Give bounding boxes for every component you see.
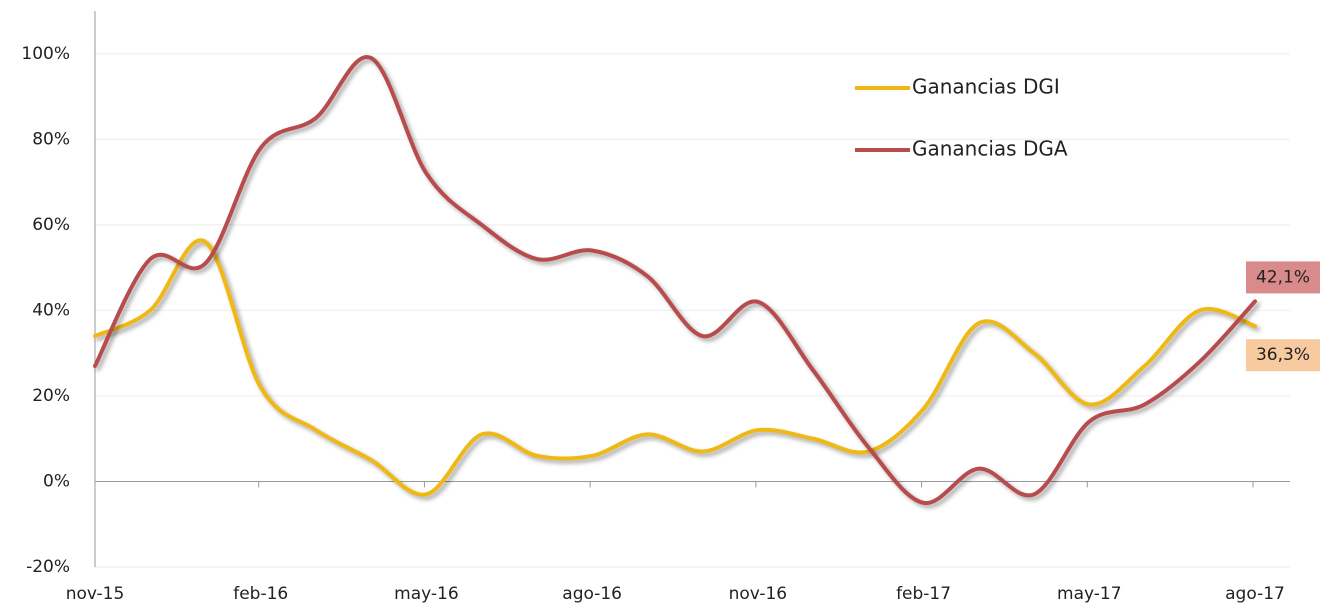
value-label: 36,3% [1256,345,1310,365]
value-label-box [1246,261,1320,294]
x-tick-label: ago-16 [562,584,622,604]
x-tick-label: may-17 [1057,584,1122,604]
y-tick-label: 80% [32,129,70,149]
y-tick-label: 0% [43,471,70,491]
value-label-box [1246,339,1320,372]
y-tick-label: 20% [32,386,70,406]
legend-label: Ganancias DGA [912,137,1068,161]
x-tick-label: may-16 [394,584,459,604]
x-tick-label: ago-17 [1225,584,1285,604]
y-tick-label: 100% [21,44,70,64]
x-tick-label: nov-15 [66,584,125,604]
y-tick-label: 60% [32,215,70,235]
value-label: 42,1% [1256,267,1310,287]
line-series [93,55,1257,505]
line-series [93,238,1257,497]
y-tick-label: -20% [26,557,70,577]
x-tick-label: feb-16 [233,584,288,604]
x-tick-label: feb-17 [896,584,951,604]
x-tick-label: nov-16 [729,584,788,604]
y-tick-label: 40% [32,300,70,320]
legend-label: Ganancias DGI [912,75,1060,99]
